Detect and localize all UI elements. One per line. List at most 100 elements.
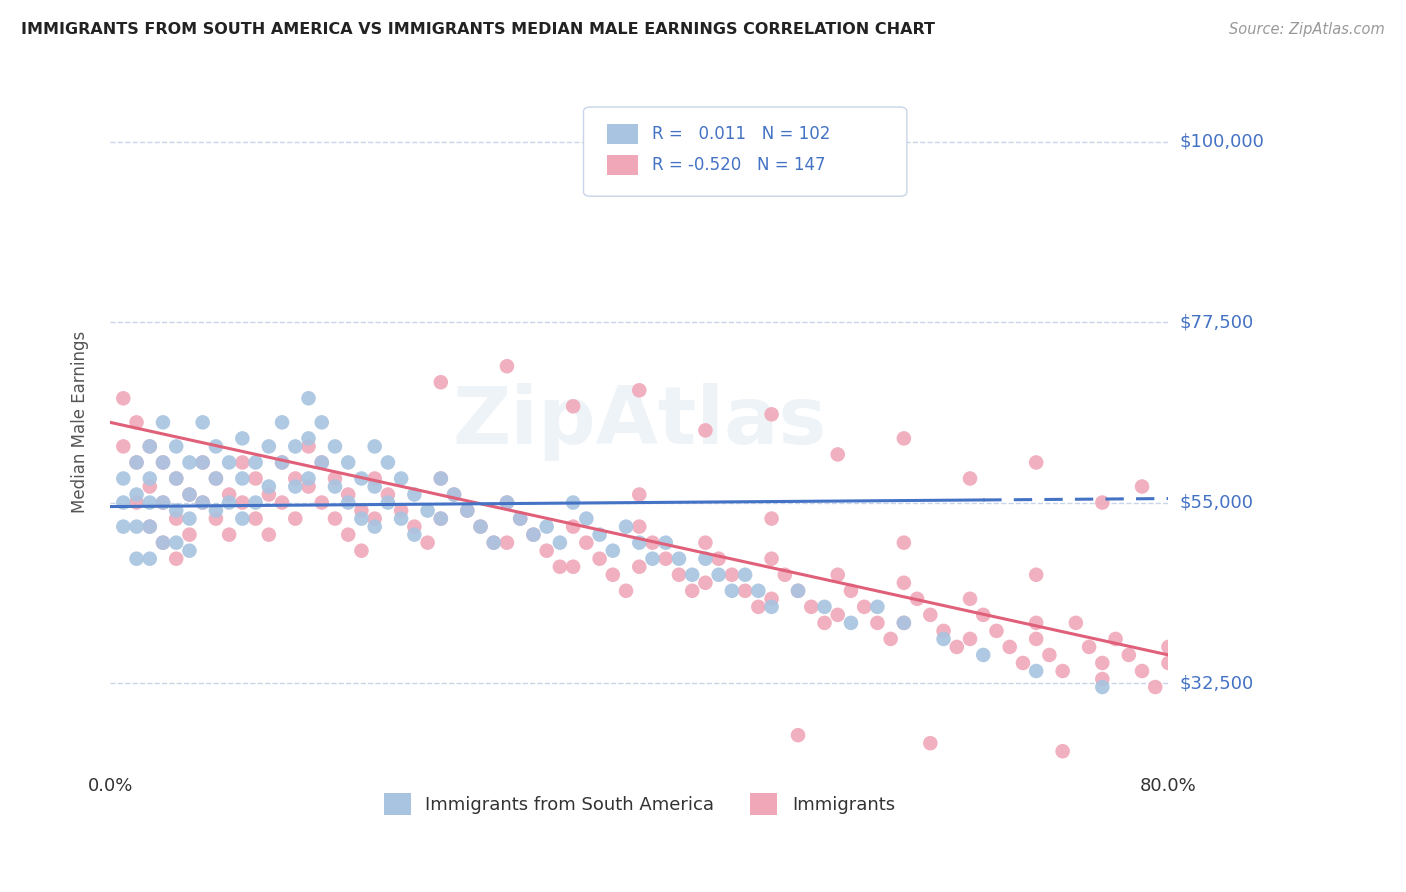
Point [1052, 744, 1074, 758]
Point [787, 583, 810, 598]
Point [761, 599, 783, 614]
Point [350, 471, 373, 485]
Point [932, 632, 955, 646]
Point [827, 447, 849, 461]
Point [695, 535, 717, 549]
Point [509, 511, 531, 525]
Point [614, 519, 637, 533]
Point [800, 599, 823, 614]
Point [932, 624, 955, 638]
Text: Source: ZipAtlas.com: Source: ZipAtlas.com [1229, 22, 1385, 37]
Point [1144, 680, 1167, 694]
Text: IMMIGRANTS FROM SOUTH AMERICA VS IMMIGRANTS MEDIAN MALE EARNINGS CORRELATION CHA: IMMIGRANTS FROM SOUTH AMERICA VS IMMIGRA… [21, 22, 935, 37]
Point [1025, 632, 1047, 646]
Point [747, 583, 769, 598]
Point [998, 640, 1021, 654]
Point [761, 407, 783, 421]
Point [297, 439, 319, 453]
Point [337, 487, 360, 501]
Point [986, 624, 1008, 638]
Point [205, 471, 228, 485]
Point [139, 551, 162, 566]
Point [389, 471, 412, 485]
Text: $77,500: $77,500 [1180, 313, 1254, 331]
Point [165, 511, 187, 525]
Point [363, 519, 385, 533]
Point [893, 575, 915, 590]
Point [363, 471, 385, 485]
Point [959, 632, 981, 646]
Point [1118, 648, 1140, 662]
Point [112, 392, 135, 406]
Point [205, 511, 228, 525]
Point [562, 495, 585, 509]
Point [205, 439, 228, 453]
Point [165, 503, 187, 517]
Point [125, 551, 148, 566]
Point [456, 503, 478, 517]
Point [218, 495, 240, 509]
Point [761, 511, 783, 525]
Point [404, 487, 426, 501]
Point [404, 519, 426, 533]
Point [1091, 680, 1114, 694]
Point [152, 535, 174, 549]
Point [245, 471, 267, 485]
Point [323, 439, 346, 453]
Point [470, 519, 492, 533]
Point [1157, 640, 1180, 654]
Point [1052, 664, 1074, 678]
Point [893, 615, 915, 630]
Point [839, 615, 862, 630]
Point [905, 591, 928, 606]
Point [1091, 656, 1114, 670]
Point [509, 511, 531, 525]
Point [536, 519, 558, 533]
Point [179, 543, 201, 558]
Point [165, 471, 187, 485]
Text: $32,500: $32,500 [1180, 674, 1254, 692]
Point [284, 479, 307, 493]
Legend: Immigrants from South America, Immigrants: Immigrants from South America, Immigrant… [374, 784, 904, 824]
Point [139, 439, 162, 453]
Point [165, 471, 187, 485]
Point [271, 455, 294, 469]
Point [271, 455, 294, 469]
Point [416, 503, 439, 517]
Point [496, 495, 519, 509]
Point [125, 455, 148, 469]
Point [231, 495, 253, 509]
Text: $100,000: $100,000 [1180, 133, 1264, 151]
Point [761, 551, 783, 566]
Point [165, 535, 187, 549]
Point [548, 535, 571, 549]
Point [179, 487, 201, 501]
Point [337, 527, 360, 541]
Point [389, 511, 412, 525]
Text: ZipAtlas: ZipAtlas [451, 384, 827, 461]
Point [773, 567, 796, 582]
Point [139, 495, 162, 509]
Point [152, 535, 174, 549]
Point [363, 511, 385, 525]
Point [218, 527, 240, 541]
Text: $55,000: $55,000 [1180, 493, 1254, 511]
Point [152, 415, 174, 429]
Point [734, 567, 756, 582]
Y-axis label: Median Male Earnings: Median Male Earnings [72, 331, 89, 514]
Point [1130, 479, 1153, 493]
Point [522, 527, 544, 541]
Point [363, 479, 385, 493]
Point [813, 615, 835, 630]
Point [562, 519, 585, 533]
Point [231, 431, 253, 445]
Point [257, 527, 280, 541]
Point [654, 551, 676, 566]
Point [139, 439, 162, 453]
Point [1157, 656, 1180, 670]
Point [827, 567, 849, 582]
Point [430, 511, 453, 525]
Point [747, 599, 769, 614]
Point [311, 455, 333, 469]
Point [959, 471, 981, 485]
